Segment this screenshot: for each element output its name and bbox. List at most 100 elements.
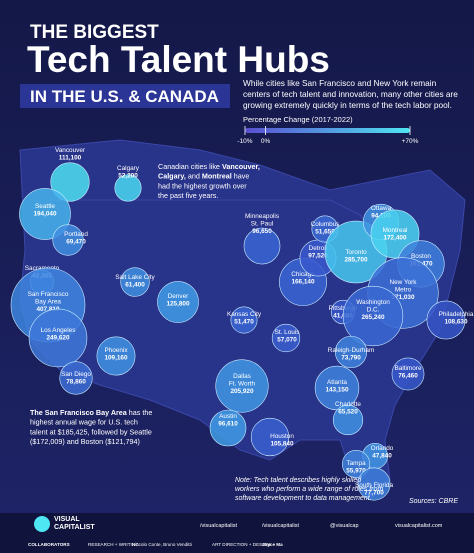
legend-tick-label: -10% [237,138,252,145]
city-value: 55,970 [346,468,366,475]
note-span: The San Francisco Bay Area [30,408,128,417]
city-value: 249,620 [46,335,70,342]
note-span: Canadian cities like [158,162,222,171]
region-band [20,84,230,108]
city-name: Seattle [35,203,55,210]
city-bubble [209,409,247,447]
note-line: highest annual wage for U.S. tech [30,418,138,427]
legend-bar [245,128,410,133]
credit: ART DIRECTION + DESIGN [212,542,270,547]
subtitle-line: centers of tech talent and innovation, m… [243,89,458,99]
subtitle-line: growing extremely quickly in terms of th… [243,100,452,110]
note-line: had the highest growth over [158,181,247,190]
city-value: 109,160 [104,355,128,362]
note-span: Vancouver, [222,162,260,171]
credit: COLLABORATORS [28,542,70,547]
city-value: 265,240 [361,314,385,321]
footer-band [0,513,474,553]
social-handle: @visualcap [330,523,359,529]
city-name: Washington [356,299,390,306]
city-name: Denver [168,293,189,300]
note-line: Calgary, and Montreal have [158,172,249,181]
city-name: Montreal [383,227,408,234]
city-name: New York [390,279,418,286]
city-value: 125,800 [166,301,190,308]
note-line: The San Francisco Bay Area has the [30,408,152,417]
city-name: Columbus [311,221,340,228]
city-name: Baltimore [395,365,422,372]
city-name: Portland [64,231,88,238]
city-bubble [230,306,258,334]
city-bubble [59,361,93,395]
city-bubble [114,174,142,202]
city-name: Houston [270,433,294,440]
city-bubble [332,404,364,436]
city-bubble [19,188,71,240]
city-name: Minneapolis [245,213,279,220]
city-name: St. Louis [275,329,300,336]
city-name: South Florida [355,482,393,489]
city-value: 96,650 [252,228,272,235]
city-value: 76,460 [398,373,418,380]
city-value: 96,610 [218,421,238,428]
city-name: Ft. Worth [229,381,256,388]
note-span: had the highest growth over [158,181,247,190]
city-name: St. Paul [251,221,273,228]
city-value: 108,630 [444,319,468,326]
note-span: and [186,172,202,181]
city-name: Ottawa [371,205,392,212]
city-value: 172,400 [383,235,407,242]
brand: VISUAL [54,516,80,523]
note-line: Note: Tech talent describes highly skill… [235,477,362,484]
city-value: 97,520 [308,253,328,260]
city-value: 166,140 [291,279,315,286]
city-bubble [342,285,404,347]
city-value: 51,650 [315,229,335,236]
city-name: Salt Lake City [115,274,155,281]
city-name: San Francisco [28,291,69,298]
source: Sources: CBRE [409,498,458,505]
city-name: Orlando [371,445,394,452]
city-bubble [52,224,84,256]
city-value: 69,470 [66,239,86,246]
note-span: Calgary, [158,172,186,181]
credit: Joyce Ma [262,542,283,547]
city-value: 61,400 [125,282,145,289]
city-bubble [120,267,150,297]
city-bubble [426,300,466,340]
city-name: D.C. [367,307,380,314]
city-name: Kansas City [227,311,262,318]
city-value: 111,100 [59,155,82,162]
city-name: Tampa [346,460,366,467]
city-name: Toronto [345,249,367,256]
city-bubble [341,449,371,479]
city-name: Atlanta [327,379,347,386]
note-span: talent at $185,425, followed by Seattle [30,427,152,436]
subtitle-line: While cities like San Francisco and New … [243,78,437,88]
city-bubble [250,417,290,457]
note-span: highest annual wage for U.S. tech [30,418,138,427]
city-name: Calgary [117,165,140,172]
city-name: San Diego [61,371,91,378]
city-name: Raleigh-Durham [328,347,375,354]
social-handle: /visualcapitalist [262,523,299,529]
city-value: 143,150 [325,387,349,394]
city-bubble [357,467,391,501]
note-line: software development to data management. [235,495,372,502]
city-value: 65,520 [338,409,358,416]
city-bubble [28,308,88,368]
city-value: 205,920 [230,388,254,395]
city-bubble [96,336,136,376]
note-line: talent at $185,425, followed by Seattle [30,427,152,436]
city-value: 105,840 [270,441,294,448]
city-name: Philadelphia [439,311,474,318]
city-name: Los Angeles [41,327,76,334]
city-value: 77,700 [364,490,384,497]
city-value: 51,470 [234,319,254,326]
city-name: Boston [411,253,431,260]
title: Tech Talent Hubs [27,39,330,80]
note-span: Montreal [202,172,232,181]
city-name: Vancouver [55,147,86,154]
social-handle: visualcapitalist.com [395,523,443,529]
